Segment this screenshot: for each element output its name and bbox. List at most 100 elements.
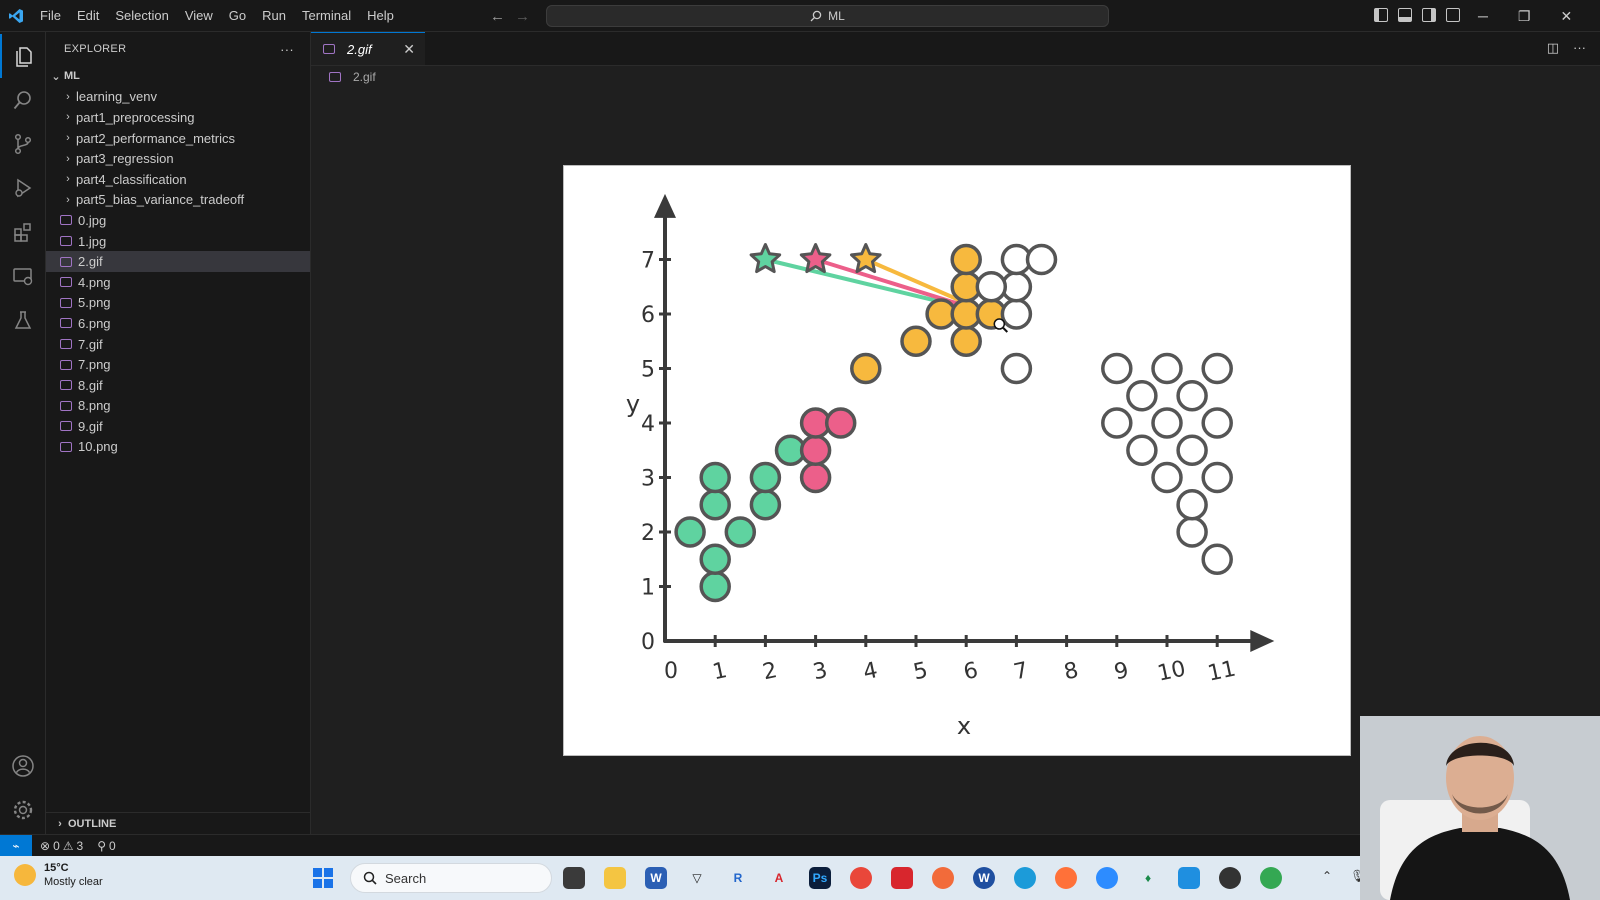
tree-folder-label: part3_regression — [76, 151, 174, 167]
remote-explorer-icon[interactable] — [0, 254, 46, 298]
split-editor-icon[interactable]: ◫ — [1546, 40, 1559, 55]
tree-file[interactable]: 10.png — [46, 437, 310, 458]
tree-folder[interactable]: › part5_bias_variance_tradeoff — [46, 190, 310, 211]
menu-selection[interactable]: Selection — [115, 7, 169, 23]
toggle-panel-icon[interactable] — [1398, 8, 1412, 22]
restore-icon[interactable]: ❐ — [1517, 7, 1531, 24]
run-debug-icon[interactable] — [0, 166, 46, 210]
star-point — [799, 243, 832, 274]
command-center-search[interactable]: ML — [546, 5, 1109, 27]
breadcrumb-file[interactable]: 2.gif — [353, 70, 376, 84]
image-file-icon — [60, 339, 72, 350]
tree-folder[interactable]: › learning_venv — [46, 87, 310, 108]
acrobat-icon[interactable]: A — [768, 867, 790, 889]
problems-indicator[interactable]: ⊗ 0 ⚠ 3 — [40, 839, 83, 853]
tree-folder[interactable]: › part2_performance_metrics — [46, 128, 310, 149]
outline-section[interactable]: › OUTLINE — [46, 812, 310, 834]
webcam-overlay — [1360, 716, 1600, 900]
x-tick-label: 0 — [664, 659, 678, 684]
menu-run[interactable]: Run — [262, 7, 286, 23]
taskbar-search[interactable]: Search — [350, 863, 552, 893]
accounts-icon[interactable] — [0, 744, 46, 788]
obs-icon[interactable] — [1219, 867, 1241, 889]
paint-app-icon[interactable] — [932, 867, 954, 889]
word-icon[interactable]: W — [645, 867, 667, 889]
ports-indicator[interactable]: ⚲ 0 — [97, 839, 115, 853]
tree-file[interactable]: 1.jpg — [46, 231, 310, 252]
data-point — [1176, 516, 1208, 548]
minimize-icon[interactable]: ─ — [1478, 8, 1488, 24]
tree-folder[interactable]: › part4_classification — [46, 169, 310, 190]
tree-file[interactable]: 8.png — [46, 396, 310, 417]
tree-root-folder[interactable]: ⌄ ML — [46, 66, 310, 87]
tab-2-gif[interactable]: 2.gif ✕ — [311, 32, 425, 65]
weather-widget[interactable]: 15°C Mostly clear — [14, 861, 103, 889]
more-actions-icon[interactable]: ··· — [1573, 40, 1586, 55]
data-point — [950, 243, 982, 276]
image-file-icon — [60, 297, 72, 308]
search-icon — [810, 10, 822, 22]
menu-edit[interactable]: Edit — [76, 7, 100, 23]
data-point — [950, 325, 982, 357]
tray-chevron-icon[interactable]: ⌃ — [1322, 869, 1333, 883]
image-file-icon — [323, 44, 335, 54]
explorer-icon[interactable] — [0, 34, 46, 78]
file-explorer-icon[interactable] — [604, 867, 626, 889]
image-file-icon — [60, 380, 72, 391]
testing-icon[interactable] — [0, 298, 46, 342]
x-tick-label: 5 — [911, 658, 930, 685]
explorer-more-actions[interactable]: ··· — [280, 41, 294, 57]
search-view-icon[interactable] — [0, 78, 46, 122]
menu-terminal[interactable]: Terminal — [302, 7, 352, 23]
x-tick-label: 3 — [811, 658, 830, 685]
task-view-icon[interactable] — [563, 867, 585, 889]
chrome-profile-icon[interactable] — [1260, 867, 1282, 889]
tree-file[interactable]: 7.gif — [46, 334, 310, 355]
tree-file[interactable]: 2.gif — [46, 251, 310, 272]
tree-file[interactable]: 0.jpg — [46, 210, 310, 231]
toggle-primary-sidebar-icon[interactable] — [1374, 8, 1388, 22]
star-point — [749, 243, 782, 274]
tree-file[interactable]: 4.png — [46, 272, 310, 293]
firefox-icon[interactable] — [1055, 867, 1077, 889]
r-language-icon[interactable]: R — [727, 867, 749, 889]
source-control-icon[interactable] — [0, 122, 46, 166]
windows-start-icon[interactable] — [313, 868, 333, 888]
edge-icon[interactable] — [1014, 867, 1036, 889]
menu-go[interactable]: Go — [228, 7, 247, 23]
tree-folder[interactable]: › part1_preprocessing — [46, 107, 310, 128]
data-point — [699, 570, 731, 603]
menu-view[interactable]: View — [184, 7, 213, 23]
vscode-taskbar-icon[interactable] — [1178, 867, 1200, 889]
close-tab-icon[interactable]: ✕ — [403, 40, 415, 57]
data-point — [1176, 434, 1208, 466]
chevron-right-icon: › — [66, 152, 70, 165]
x-tick-label: 7 — [1012, 658, 1031, 685]
close-window-icon[interactable]: ✕ — [1560, 7, 1573, 24]
chrome-icon[interactable] — [850, 867, 872, 889]
tree-file[interactable]: 8.gif — [46, 375, 310, 396]
tree-file[interactable]: 6.png — [46, 313, 310, 334]
menu-file[interactable]: File — [40, 7, 61, 23]
extensions-icon[interactable] — [0, 210, 46, 254]
mongodb-icon[interactable]: ♦ — [1137, 867, 1159, 889]
settings-gear-icon[interactable] — [0, 788, 46, 832]
pdf-reader-icon[interactable] — [891, 867, 913, 889]
word-online-icon[interactable]: W — [973, 867, 995, 889]
tree-file[interactable]: 7.png — [46, 354, 310, 375]
tree-folder[interactable]: › part3_regression — [46, 148, 310, 169]
vectorworks-icon[interactable]: ▽ — [686, 867, 708, 889]
remote-indicator-icon[interactable]: ⌁ — [0, 834, 32, 857]
zoom-icon[interactable] — [1096, 867, 1118, 889]
tree-file[interactable]: 9.gif — [46, 416, 310, 437]
menu-help[interactable]: Help — [367, 7, 394, 23]
y-tick-label: 4 — [641, 412, 655, 437]
customize-layout-icon[interactable] — [1446, 8, 1460, 22]
file-tree: › learning_venv › part1_preprocessing › part2… — [46, 87, 310, 458]
toggle-secondary-sidebar-icon[interactable] — [1422, 8, 1436, 22]
photoshop-icon[interactable]: Ps — [809, 867, 831, 889]
forward-arrow-icon[interactable]: → — [515, 7, 530, 25]
back-arrow-icon[interactable]: ← — [490, 7, 505, 25]
root-folder-name: ML — [64, 70, 80, 83]
tree-file[interactable]: 5.png — [46, 293, 310, 314]
